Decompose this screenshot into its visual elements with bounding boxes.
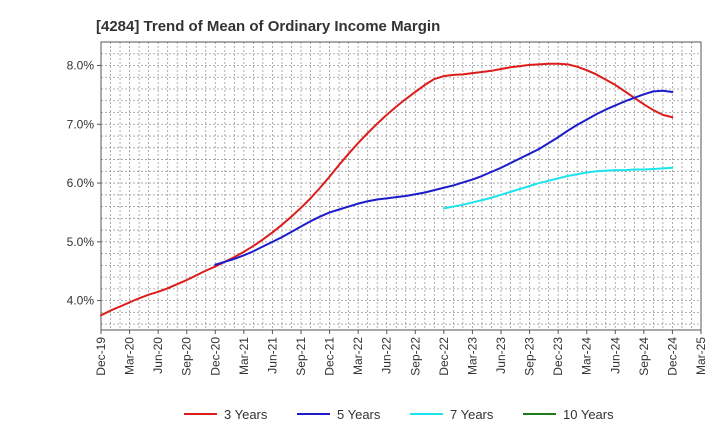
y-axis: 4.0% 5.0% 6.0% 7.0% 8.0% [67, 59, 101, 308]
x-tick-label: Dec-21 [323, 337, 337, 376]
chart-title: [4284] Trend of Mean of Ordinary Income … [96, 18, 440, 35]
x-tick-label: Sep-24 [637, 337, 651, 376]
x-tick-label: Mar-24 [580, 337, 594, 375]
legend: 3 Years 5 Years 7 Years 10 Years [184, 407, 614, 422]
x-tick-label: Sep-22 [408, 337, 422, 376]
x-tick-label: Jun-24 [608, 337, 622, 374]
y-tick-label: 5.0% [67, 235, 95, 249]
x-tick-label: Jun-21 [265, 337, 279, 374]
x-tick-label: Dec-20 [208, 337, 222, 376]
x-tick-label: Dec-23 [551, 337, 565, 376]
x-tick-label: Sep-21 [294, 337, 308, 376]
x-tick-label: Mar-23 [465, 337, 479, 375]
series-line-3 [442, 166, 674, 210]
x-tick-label: Sep-23 [523, 337, 537, 376]
x-tick-label: Jun-20 [151, 337, 165, 374]
x-tick-label: Mar-20 [123, 337, 137, 375]
x-tick-label: Sep-20 [180, 337, 194, 376]
x-tick-label: Jun-23 [494, 337, 508, 374]
legend-label: 3 Years [224, 407, 268, 422]
y-tick-label: 7.0% [67, 117, 95, 131]
x-tick-label: Mar-22 [351, 337, 365, 375]
legend-label: 5 Years [337, 407, 381, 422]
x-tick-label: Mar-25 [694, 337, 708, 375]
y-tick-label: 6.0% [67, 176, 95, 190]
x-tick-label: Mar-21 [237, 337, 251, 375]
legend-label: 10 Years [563, 407, 614, 422]
series-line-2 [214, 89, 674, 266]
x-tick-label: Dec-24 [665, 337, 679, 376]
legend-label: 7 Years [450, 407, 494, 422]
series-line-1 [100, 62, 674, 317]
plot-frame [100, 41, 702, 331]
x-tick-label: Jun-22 [380, 337, 394, 374]
y-tick-label: 4.0% [67, 294, 95, 308]
x-axis: Dec-19 Mar-20 Jun-20 Sep-20 Dec-20 Mar-21 Jun-… [94, 330, 708, 376]
x-tick-label: Dec-22 [437, 337, 451, 376]
x-tick-label: Dec-19 [94, 337, 108, 376]
series-lines [100, 62, 674, 317]
grid [101, 42, 701, 330]
y-tick-label: 8.0% [67, 59, 95, 73]
